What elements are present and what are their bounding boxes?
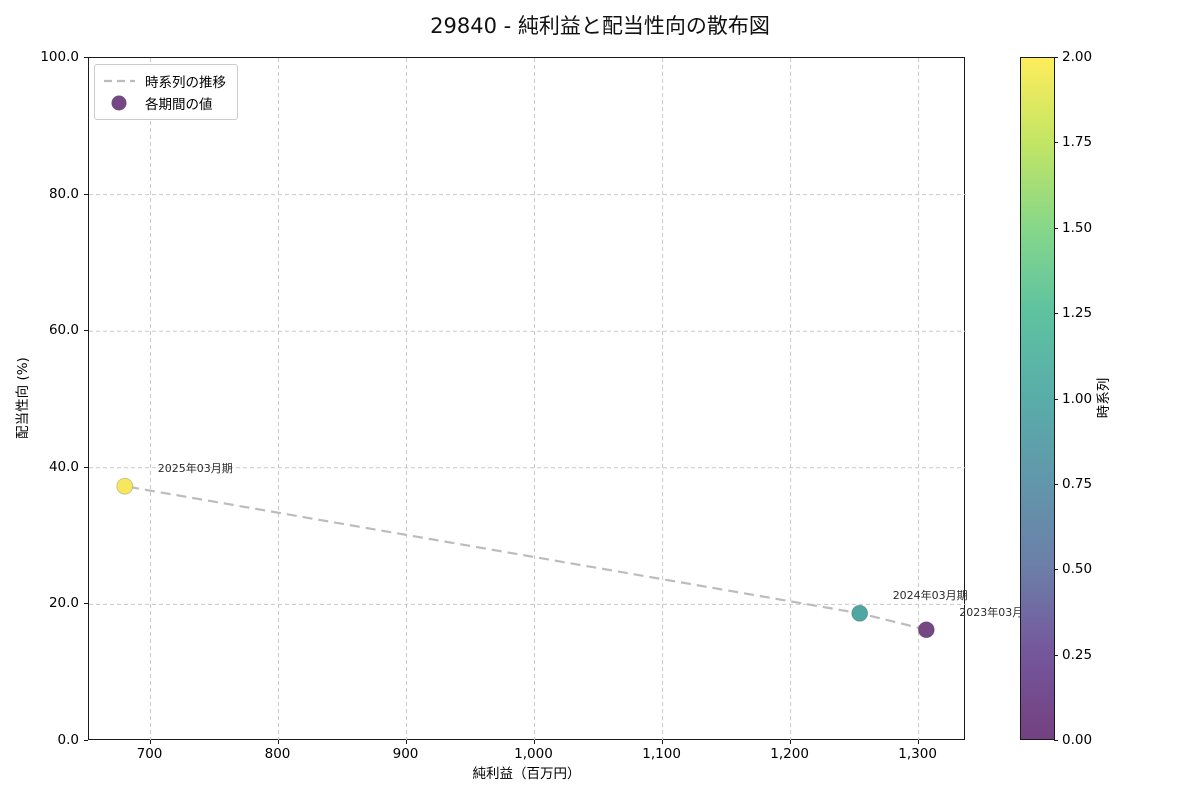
x-tick-label: 1,200 — [770, 746, 809, 762]
x-tick-label: 1,100 — [642, 746, 681, 762]
colorbar-tick-label: 1.25 — [1062, 305, 1093, 322]
y-axis-label: 配当性向 (%) — [15, 357, 31, 439]
x-tick-label: 700 — [136, 746, 163, 762]
colorbar-tick-label: 0.25 — [1062, 646, 1093, 663]
x-tick-mark — [405, 740, 407, 744]
x-tick-mark — [533, 740, 535, 744]
data-point — [116, 477, 134, 495]
x-tick-label: 1,300 — [898, 746, 937, 762]
plot-area: 時系列の推移 各期間の値 — [88, 57, 966, 741]
y-tick-mark — [84, 603, 88, 605]
colorbar-tick-mark — [1054, 654, 1058, 656]
x-tick-label: 1,000 — [514, 746, 553, 762]
chart-title: 29840 - 純利益と配当性向の散布図 — [430, 14, 770, 38]
x-tick-mark — [789, 740, 791, 744]
colorbar-tick-mark — [1054, 57, 1058, 58]
marker-icon — [111, 95, 127, 111]
data-point — [851, 604, 869, 622]
legend-label-points: 各期間の値 — [145, 97, 213, 113]
point-annotation: 2025年03月期 — [157, 462, 233, 476]
colorbar-tick-mark — [1054, 142, 1058, 144]
colorbar-tick-label: 0.50 — [1062, 561, 1093, 578]
x-tick-mark — [661, 740, 663, 744]
x-tick-mark — [149, 740, 151, 744]
data-point — [917, 621, 935, 639]
y-tick-label: 20.0 — [48, 595, 79, 612]
x-tick-mark — [277, 740, 279, 744]
y-tick-label: 80.0 — [48, 185, 79, 202]
y-tick-label: 0.0 — [57, 732, 79, 748]
chart-canvas — [89, 58, 966, 741]
colorbar-tick-mark — [1054, 227, 1058, 229]
colorbar-tick-label: 1.00 — [1062, 390, 1093, 407]
colorbar — [1020, 57, 1055, 740]
y-tick-mark — [84, 466, 88, 468]
y-tick-label: 100.0 — [40, 49, 79, 65]
colorbar-tick-label: 1.75 — [1062, 134, 1093, 151]
y-tick-mark — [84, 740, 88, 741]
colorbar-tick-mark — [1054, 313, 1058, 315]
point-annotation: 2024年03月期 — [892, 589, 968, 603]
y-tick-label: 60.0 — [48, 322, 79, 339]
y-tick-label: 40.0 — [48, 458, 79, 475]
colorbar-tick-mark — [1054, 398, 1058, 400]
colorbar-tick-mark — [1054, 483, 1058, 485]
colorbar-tick-label: 2.00 — [1062, 49, 1093, 65]
colorbar-label: 時系列 — [1096, 377, 1112, 419]
colorbar-tick-label: 1.50 — [1062, 219, 1093, 236]
trend-line — [124, 485, 927, 631]
x-tick-label: 800 — [264, 746, 291, 762]
colorbar-tick-mark — [1054, 569, 1058, 571]
y-tick-mark — [84, 57, 88, 58]
colorbar-tick-label: 0.75 — [1062, 475, 1093, 492]
legend-entry-trend: 時系列の推移 — [103, 70, 226, 92]
colorbar-tick-label: 0.00 — [1062, 732, 1093, 748]
x-tick-mark — [917, 740, 919, 744]
colorbar-tick-mark — [1054, 740, 1058, 741]
y-tick-mark — [84, 193, 88, 195]
y-tick-mark — [84, 330, 88, 332]
x-tick-label: 900 — [392, 746, 419, 762]
legend: 時系列の推移 各期間の値 — [94, 64, 238, 120]
legend-label-trend: 時系列の推移 — [145, 75, 226, 91]
legend-entry-points: 各期間の値 — [103, 92, 226, 114]
dashed-line-icon — [104, 79, 135, 83]
point-annotation: 2023年03月期 — [959, 605, 1035, 619]
x-axis-label: 純利益（百万円） — [472, 766, 581, 782]
